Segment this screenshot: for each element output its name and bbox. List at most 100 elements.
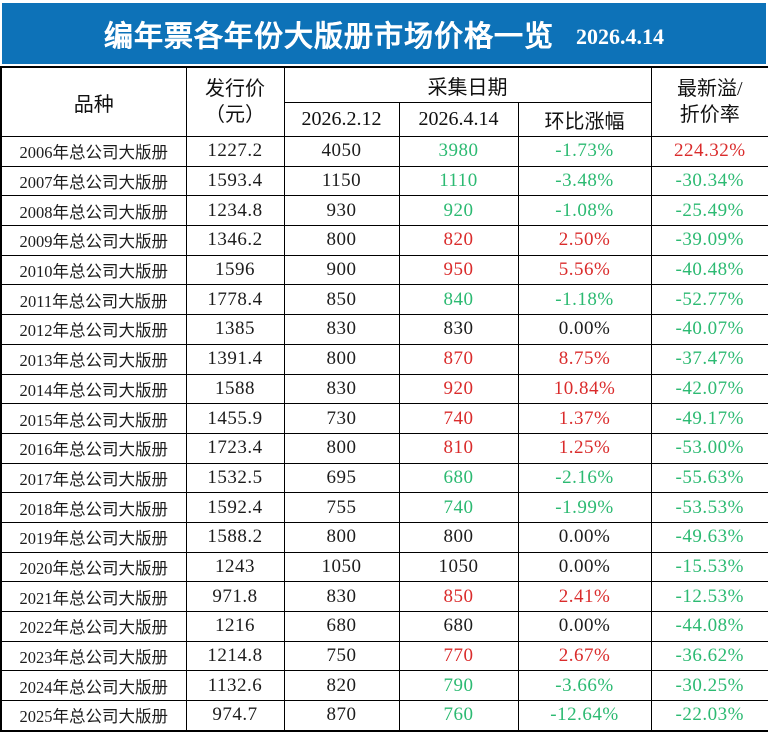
cell-premium: -30.34% bbox=[651, 166, 768, 196]
cell-variety: 2008年总公司大版册 bbox=[1, 196, 186, 226]
cell-price-0414: 920 bbox=[399, 196, 518, 226]
cell-change: -1.08% bbox=[518, 196, 651, 226]
cell-change: -3.66% bbox=[518, 671, 651, 701]
cell-price-0414: 1110 bbox=[399, 166, 518, 196]
cell-issue-price: 1216 bbox=[186, 612, 284, 642]
cell-variety: 2015年总公司大版册 bbox=[1, 404, 186, 434]
cell-price-0212: 830 bbox=[284, 374, 399, 404]
cell-premium: -40.48% bbox=[651, 255, 768, 285]
cell-premium: -37.47% bbox=[651, 344, 768, 374]
cell-change: -2.16% bbox=[518, 463, 651, 493]
cell-price-0212: 730 bbox=[284, 404, 399, 434]
cell-price-0212: 800 bbox=[284, 344, 399, 374]
cell-change: 0.00% bbox=[518, 315, 651, 345]
cell-variety: 2011年总公司大版册 bbox=[1, 285, 186, 315]
cell-issue-price: 1214.8 bbox=[186, 641, 284, 671]
banner-date: 2026.4.14 bbox=[576, 18, 664, 50]
cell-price-0414: 770 bbox=[399, 641, 518, 671]
cell-price-0212: 830 bbox=[284, 582, 399, 612]
cell-issue-price: 1596 bbox=[186, 255, 284, 285]
cell-change: -1.99% bbox=[518, 493, 651, 523]
cell-premium: -30.25% bbox=[651, 671, 768, 701]
cell-price-0414: 870 bbox=[399, 344, 518, 374]
cell-price-0212: 820 bbox=[284, 671, 399, 701]
cell-change: 1.25% bbox=[518, 433, 651, 463]
cell-change: 1.37% bbox=[518, 404, 651, 434]
cell-price-0414: 830 bbox=[399, 315, 518, 345]
cell-price-0414: 820 bbox=[399, 226, 518, 256]
header-premium: 最新溢/ 折价率 bbox=[651, 67, 768, 137]
cell-issue-price: 971.8 bbox=[186, 582, 284, 612]
cell-price-0414: 790 bbox=[399, 671, 518, 701]
cell-price-0414: 950 bbox=[399, 255, 518, 285]
cell-variety: 2016年总公司大版册 bbox=[1, 433, 186, 463]
cell-price-0414: 840 bbox=[399, 285, 518, 315]
cell-issue-price: 1723.4 bbox=[186, 433, 284, 463]
header-issue-price-line1: 发行价 bbox=[187, 76, 284, 102]
header-mom-change: 环比涨幅 bbox=[518, 103, 651, 137]
cell-premium: -22.03% bbox=[651, 701, 768, 731]
cell-price-0414: 1050 bbox=[399, 552, 518, 582]
cell-variety: 2007年总公司大版册 bbox=[1, 166, 186, 196]
cell-premium: -15.53% bbox=[651, 552, 768, 582]
cell-premium: -53.53% bbox=[651, 493, 768, 523]
cell-premium: -36.62% bbox=[651, 641, 768, 671]
cell-change: -1.18% bbox=[518, 285, 651, 315]
cell-premium: -12.53% bbox=[651, 582, 768, 612]
cell-issue-price: 1592.4 bbox=[186, 493, 284, 523]
cell-premium: -44.08% bbox=[651, 612, 768, 642]
cell-change: -1.73% bbox=[518, 137, 651, 167]
cell-issue-price: 1385 bbox=[186, 315, 284, 345]
cell-variety: 2014年总公司大版册 bbox=[1, 374, 186, 404]
cell-price-0212: 830 bbox=[284, 315, 399, 345]
page-title: 编年票各年份大版册市场价格一览 bbox=[104, 13, 554, 55]
cell-price-0212: 750 bbox=[284, 641, 399, 671]
header-date-1: 2026.2.12 bbox=[284, 103, 399, 137]
cell-variety: 2019年总公司大版册 bbox=[1, 522, 186, 552]
cell-change: 2.67% bbox=[518, 641, 651, 671]
cell-premium: -55.63% bbox=[651, 463, 768, 493]
cell-price-0212: 680 bbox=[284, 612, 399, 642]
cell-price-0414: 920 bbox=[399, 374, 518, 404]
cell-change: 8.75% bbox=[518, 344, 651, 374]
cell-change: -3.48% bbox=[518, 166, 651, 196]
cell-premium: -25.49% bbox=[651, 196, 768, 226]
cell-premium: -49.63% bbox=[651, 522, 768, 552]
cell-price-0414: 850 bbox=[399, 582, 518, 612]
cell-price-0414: 3980 bbox=[399, 137, 518, 167]
cell-price-0212: 870 bbox=[284, 701, 399, 731]
cell-price-0212: 1050 bbox=[284, 552, 399, 582]
header-variety: 品种 bbox=[1, 67, 186, 137]
cell-issue-price: 974.7 bbox=[186, 701, 284, 731]
header-premium-line2: 折价率 bbox=[652, 102, 768, 128]
cell-issue-price: 1455.9 bbox=[186, 404, 284, 434]
cell-price-0414: 760 bbox=[399, 701, 518, 731]
header-row-1: 品种 发行价 （元） 采集日期 最新溢/ 折价率 bbox=[1, 67, 768, 103]
cell-price-0212: 695 bbox=[284, 463, 399, 493]
cell-issue-price: 1243 bbox=[186, 552, 284, 582]
header-collection-date: 采集日期 bbox=[284, 67, 651, 103]
title-banner: 编年票各年份大版册市场价格一览 2026.4.14 bbox=[2, 3, 766, 64]
cell-issue-price: 1593.4 bbox=[186, 166, 284, 196]
cell-change: 0.00% bbox=[518, 522, 651, 552]
price-table: 品种 发行价 （元） 采集日期 最新溢/ 折价率 2026.2.12 2026.… bbox=[0, 66, 768, 732]
cell-issue-price: 1778.4 bbox=[186, 285, 284, 315]
cell-variety: 2018年总公司大版册 bbox=[1, 493, 186, 523]
cell-change: 5.56% bbox=[518, 255, 651, 285]
cell-issue-price: 1132.6 bbox=[186, 671, 284, 701]
cell-issue-price: 1532.5 bbox=[186, 463, 284, 493]
cell-variety: 2013年总公司大版册 bbox=[1, 344, 186, 374]
